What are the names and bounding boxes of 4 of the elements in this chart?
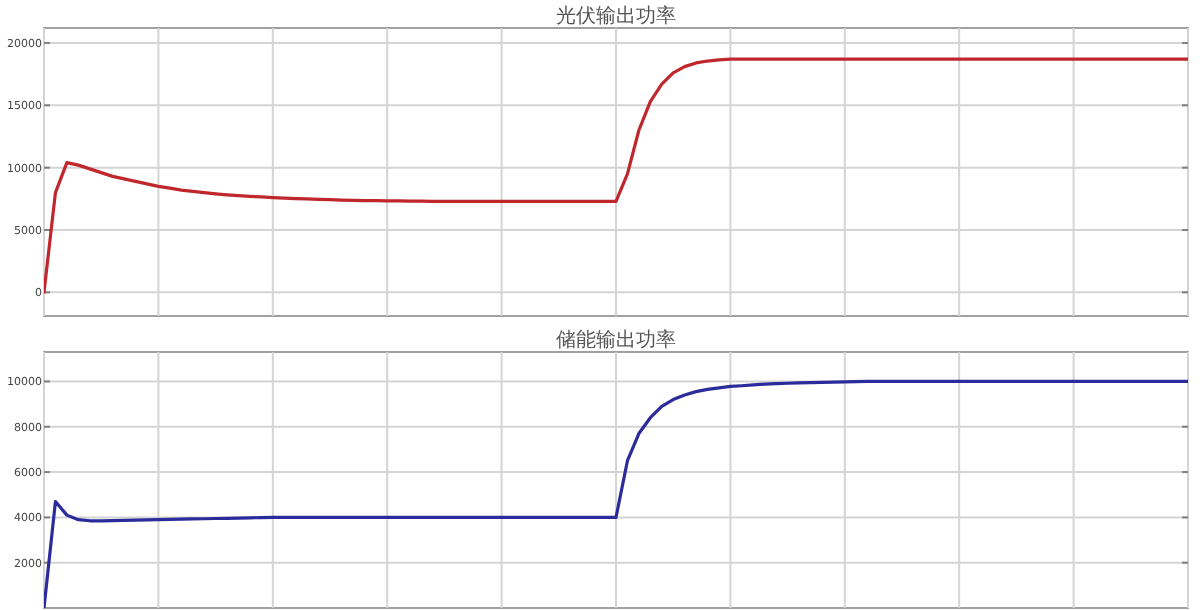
chart-title: 储能输出功率 — [556, 328, 676, 352]
line-series — [44, 57, 1188, 294]
chart-title: 光伏输出功率 — [556, 4, 676, 28]
line-series — [44, 379, 1188, 608]
